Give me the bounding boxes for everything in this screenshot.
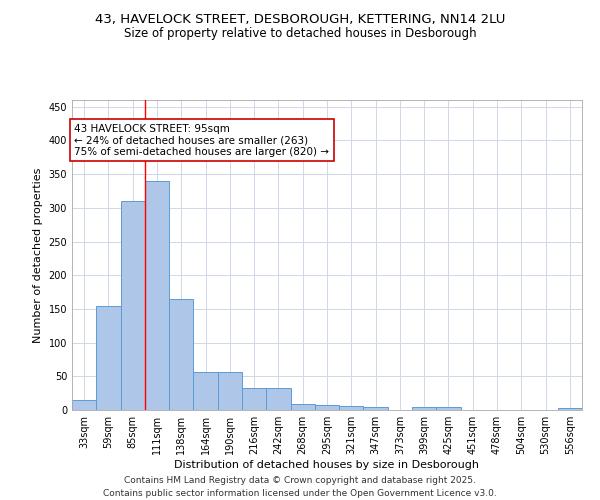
Bar bbox=[558, 408, 582, 410]
Bar bbox=[96, 306, 121, 410]
Bar bbox=[412, 408, 436, 410]
Bar bbox=[121, 201, 145, 410]
Bar bbox=[266, 388, 290, 410]
Bar bbox=[72, 400, 96, 410]
Text: 43, HAVELOCK STREET, DESBOROUGH, KETTERING, NN14 2LU: 43, HAVELOCK STREET, DESBOROUGH, KETTERI… bbox=[95, 12, 505, 26]
Bar bbox=[339, 406, 364, 410]
Bar bbox=[364, 406, 388, 410]
Bar bbox=[169, 299, 193, 410]
Bar bbox=[218, 372, 242, 410]
Bar bbox=[145, 181, 169, 410]
Text: 43 HAVELOCK STREET: 95sqm
← 24% of detached houses are smaller (263)
75% of semi: 43 HAVELOCK STREET: 95sqm ← 24% of detac… bbox=[74, 124, 329, 157]
Y-axis label: Number of detached properties: Number of detached properties bbox=[33, 168, 43, 342]
X-axis label: Distribution of detached houses by size in Desborough: Distribution of detached houses by size … bbox=[175, 460, 479, 470]
Bar bbox=[193, 372, 218, 410]
Text: Size of property relative to detached houses in Desborough: Size of property relative to detached ho… bbox=[124, 28, 476, 40]
Bar bbox=[315, 406, 339, 410]
Bar bbox=[290, 404, 315, 410]
Bar bbox=[436, 406, 461, 410]
Text: Contains HM Land Registry data © Crown copyright and database right 2025.
Contai: Contains HM Land Registry data © Crown c… bbox=[103, 476, 497, 498]
Bar bbox=[242, 388, 266, 410]
